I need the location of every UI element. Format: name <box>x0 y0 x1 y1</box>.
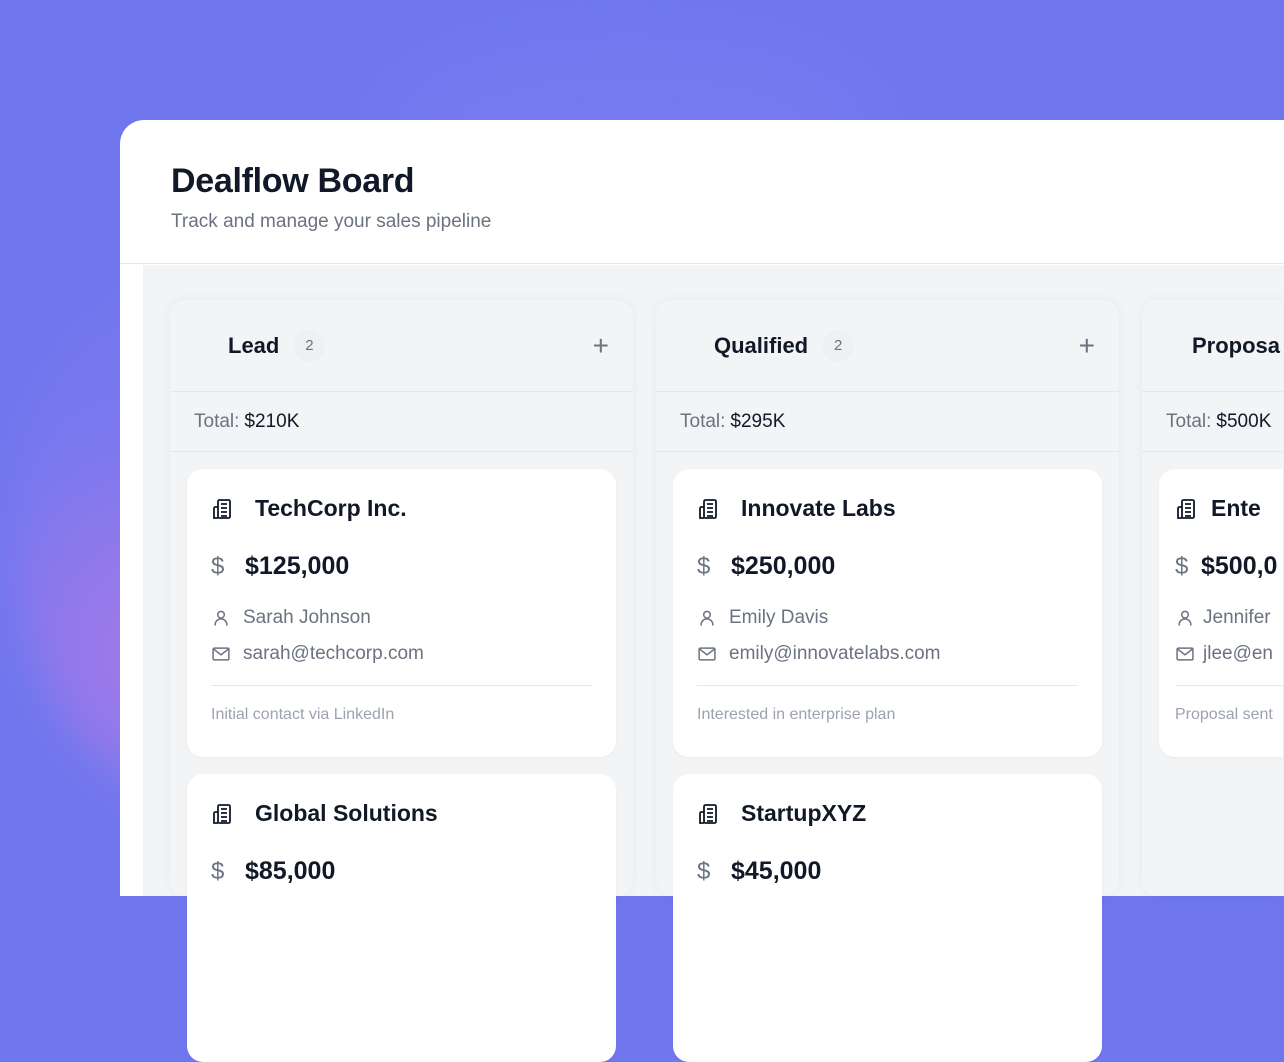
building-icon <box>211 802 235 826</box>
app-window: Dealflow Board Track and manage your sal… <box>120 120 1284 1062</box>
building-icon <box>697 802 721 826</box>
column-title: Proposa <box>1192 332 1281 358</box>
column-total: Total: $500K <box>1142 392 1283 452</box>
company-name: Ente <box>1211 495 1261 521</box>
total-label: Total: <box>680 410 726 432</box>
dollar-icon: $ <box>211 552 225 580</box>
column-header: Proposa <box>1142 300 1283 392</box>
deal-amount: $45,000 <box>731 857 822 885</box>
company-name: Innovate Labs <box>741 495 896 521</box>
deal-amount: $500,0 <box>1201 552 1278 580</box>
divider <box>697 685 1078 686</box>
user-icon <box>1175 608 1195 628</box>
deal-card[interactable]: TechCorp Inc. $ $125,000 Sarah Johnson sa… <box>187 469 616 757</box>
contact-name: Sarah Johnson <box>243 607 371 628</box>
user-icon <box>697 608 717 628</box>
page-subtitle: Track and manage your sales pipeline <box>171 211 492 232</box>
company-name: Global Solutions <box>255 800 438 826</box>
column-total: Total: $295K <box>656 392 1119 452</box>
column-title: Lead <box>228 332 280 358</box>
deal-note: Proposal sent <box>1175 706 1273 723</box>
mail-icon <box>1175 644 1195 664</box>
kanban-board: Lead 2 + Total: $210K TechCorp Inc. $ $125… <box>143 265 1284 1062</box>
add-deal-button[interactable]: + <box>1078 329 1095 361</box>
header: Dealflow Board Track and manage your sal… <box>120 120 1284 264</box>
dollar-icon: $ <box>697 857 711 885</box>
building-icon <box>211 497 235 521</box>
column-qualified: Qualified 2 + Total: $295K Innovate Labs … <box>656 300 1119 1062</box>
deal-count-badge: 2 <box>822 329 855 362</box>
total-label: Total: <box>1166 410 1212 432</box>
column-title: Qualified <box>714 332 809 358</box>
contact-email[interactable]: jlee@en <box>1203 643 1273 664</box>
deal-amount: $85,000 <box>245 857 336 885</box>
add-deal-button[interactable]: + <box>592 329 609 361</box>
company-name: StartupXYZ <box>741 800 867 826</box>
contact-email[interactable]: sarah@techcorp.com <box>243 643 424 664</box>
total-value: $210K <box>244 410 300 432</box>
company-name: TechCorp Inc. <box>255 495 407 521</box>
deal-note: Initial contact via LinkedIn <box>211 706 395 723</box>
dollar-icon: $ <box>697 552 711 580</box>
mail-icon <box>211 644 231 664</box>
dollar-icon: $ <box>211 857 225 885</box>
deal-note: Interested in enterprise plan <box>697 706 896 723</box>
column-header: Lead 2 + <box>170 300 633 392</box>
deal-card[interactable]: StartupXYZ $ $45,000 <box>673 774 1102 1062</box>
building-icon <box>697 497 721 521</box>
column-total: Total: $210K <box>170 392 633 452</box>
contact-name: Emily Davis <box>729 607 829 628</box>
deal-card[interactable]: Ente $ $500,0 Jennifer jlee@en Proposal s… <box>1159 469 1283 757</box>
column-header: Qualified 2 + <box>656 300 1119 392</box>
total-label: Total: <box>194 410 240 432</box>
divider <box>1175 685 1283 686</box>
column-lead: Lead 2 + Total: $210K TechCorp Inc. $ $125… <box>170 300 633 1062</box>
deal-card[interactable]: Global Solutions $ $85,000 <box>187 774 616 1062</box>
divider <box>211 685 592 686</box>
deal-amount: $250,000 <box>731 552 836 580</box>
deal-amount: $125,000 <box>245 552 350 580</box>
contact-name: Jennifer <box>1203 607 1271 628</box>
building-icon <box>1175 497 1199 521</box>
deal-count-badge: 2 <box>293 329 326 362</box>
contact-email[interactable]: emily@innovatelabs.com <box>729 643 941 664</box>
column-proposa: Proposa Total: $500K Ente $ $500,0 Jennife… <box>1142 300 1283 896</box>
deal-card[interactable]: Innovate Labs $ $250,000 Emily Davis emil… <box>673 469 1102 757</box>
total-value: $500K <box>1216 410 1272 432</box>
dollar-icon: $ <box>1175 552 1189 580</box>
total-value: $295K <box>730 410 786 432</box>
mail-icon <box>697 644 717 664</box>
page-title: Dealflow Board <box>171 162 415 200</box>
user-icon <box>211 608 231 628</box>
